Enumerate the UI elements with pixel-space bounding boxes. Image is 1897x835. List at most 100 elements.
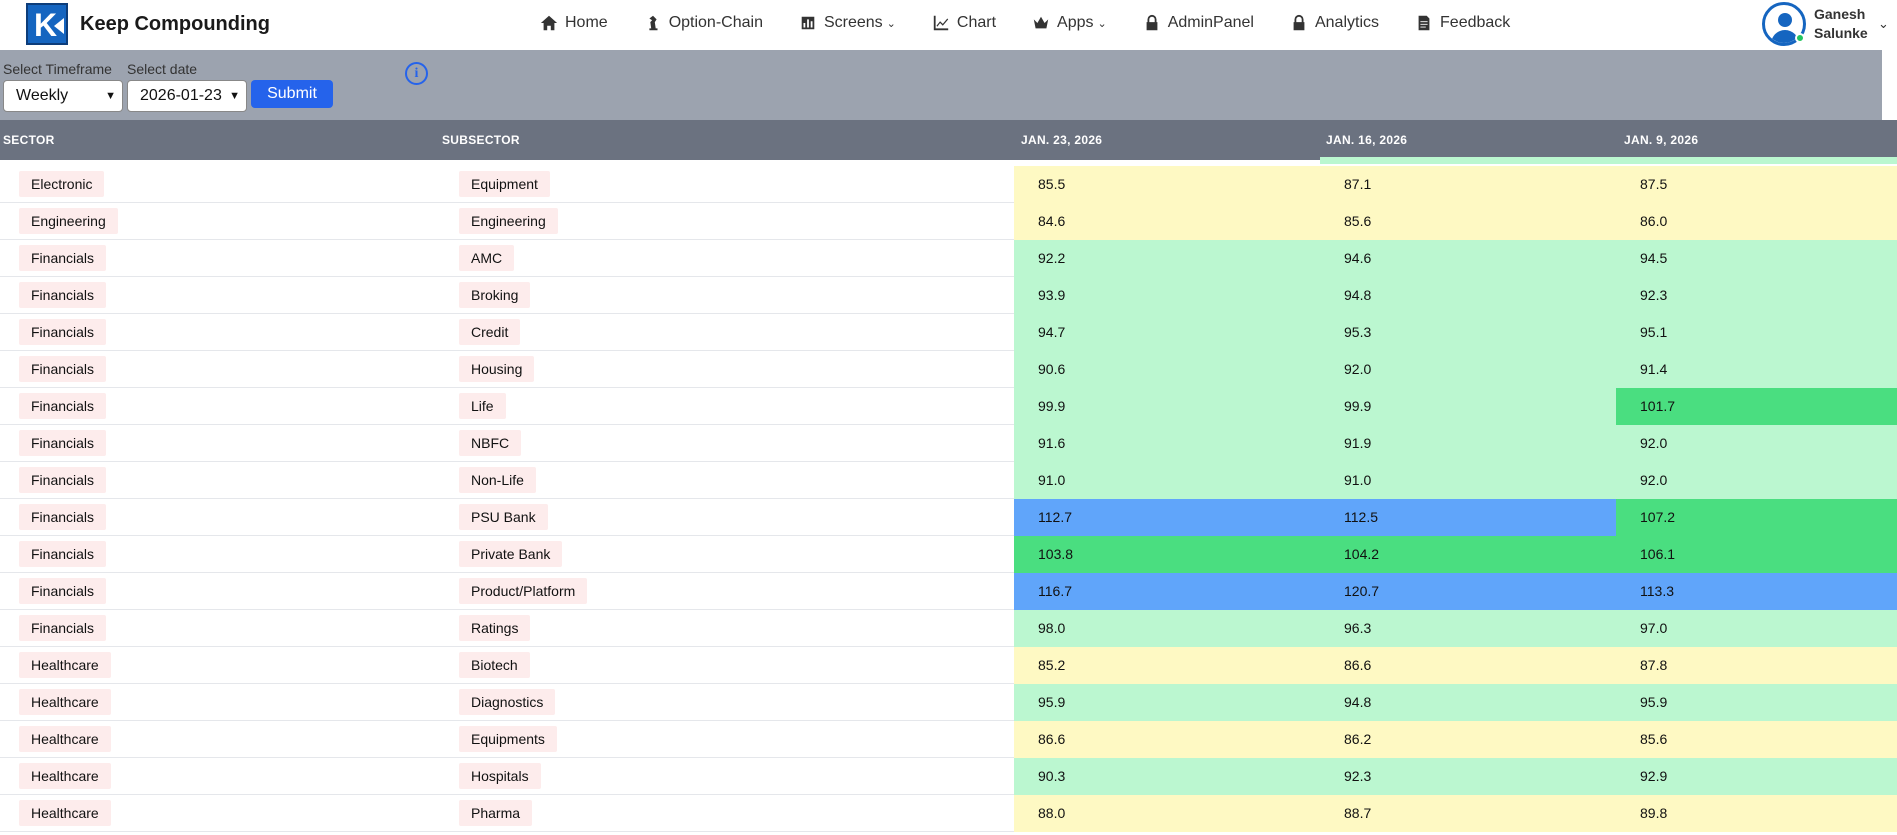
subsector-chip: Engineering bbox=[459, 208, 558, 234]
table-row: Financials Life 99.9 99.9 101.7 bbox=[0, 388, 1897, 425]
table-row: Financials Credit 94.7 95.3 95.1 bbox=[0, 314, 1897, 351]
value-cell: 113.3 bbox=[1616, 573, 1897, 610]
subsector-chip: Product/Platform bbox=[459, 578, 588, 604]
subsector-chip: Life bbox=[459, 393, 506, 419]
subsector-chip: Housing bbox=[459, 356, 535, 382]
header-date-2[interactable]: JAN. 16, 2026 bbox=[1326, 133, 1408, 147]
nav-chart-label: Chart bbox=[956, 14, 997, 31]
chart-bar-icon bbox=[801, 16, 815, 30]
table-row: Financials PSU Bank 112.7 112.5 107.2 bbox=[0, 499, 1897, 536]
table-body: Electronic Equipment 85.5 87.1 87.5 Engineeri… bbox=[0, 166, 1897, 832]
nav-home-label: Home bbox=[565, 14, 608, 31]
value-cell: 92.3 bbox=[1320, 758, 1616, 795]
value-cell: 94.7 bbox=[1014, 314, 1320, 351]
value-cell: 86.0 bbox=[1616, 203, 1897, 240]
table-row: Healthcare Pharma 88.0 88.7 89.8 bbox=[0, 795, 1897, 832]
value-cell: 95.9 bbox=[1014, 684, 1320, 721]
sector-chip: Healthcare bbox=[19, 763, 111, 789]
table-row: Financials NBFC 91.6 91.9 92.0 bbox=[0, 425, 1897, 462]
crown-icon bbox=[1033, 16, 1049, 29]
user-last-name: Salunke bbox=[1814, 25, 1868, 41]
value-cell: 92.0 bbox=[1320, 351, 1616, 388]
subsector-chip: Biotech bbox=[459, 652, 530, 678]
brand[interactable]: K Keep Compounding bbox=[26, 3, 270, 45]
value-cell: 106.1 bbox=[1616, 536, 1897, 573]
line-chart-icon bbox=[933, 15, 949, 31]
value-cell: 86.6 bbox=[1014, 721, 1320, 758]
table-row: Financials Product/Platform 116.7 120.7 113.… bbox=[0, 573, 1897, 610]
subsector-chip: Equipments bbox=[459, 726, 557, 752]
value-cell: 95.3 bbox=[1320, 314, 1616, 351]
header-subsector[interactable]: SUBSECTOR bbox=[442, 133, 520, 147]
nav-option-chain[interactable]: Option-Chain bbox=[644, 14, 763, 32]
header-date-1[interactable]: JAN. 23, 2026 bbox=[1021, 133, 1103, 147]
subsector-chip: Private Bank bbox=[459, 541, 563, 567]
table-row: Healthcare Biotech 85.2 86.6 87.8 bbox=[0, 647, 1897, 684]
subsector-chip: Ratings bbox=[459, 615, 531, 641]
subsector-chip: Credit bbox=[459, 319, 521, 345]
value-cell: 95.1 bbox=[1616, 314, 1897, 351]
info-icon[interactable]: i bbox=[405, 62, 428, 85]
nav-admin-panel-label: AdminPanel bbox=[1167, 14, 1254, 31]
value-cell: 86.2 bbox=[1320, 721, 1616, 758]
value-cell: 84.6 bbox=[1014, 203, 1320, 240]
value-cell: 85.2 bbox=[1014, 647, 1320, 684]
timeframe-select[interactable]: Weekly ▼ bbox=[3, 80, 123, 112]
value-cell: 91.0 bbox=[1014, 462, 1320, 499]
subsector-chip: Diagnostics bbox=[459, 689, 556, 715]
sector-chip: Financials bbox=[19, 504, 107, 530]
avatar bbox=[1762, 2, 1806, 46]
table-row: Financials Housing 90.6 92.0 91.4 bbox=[0, 351, 1897, 388]
brand-logo-icon: K bbox=[26, 3, 68, 45]
value-cell: 95.9 bbox=[1616, 684, 1897, 721]
subsector-chip: Pharma bbox=[459, 800, 533, 826]
table-row: Financials Ratings 98.0 96.3 97.0 bbox=[0, 610, 1897, 647]
value-cell: 91.0 bbox=[1320, 462, 1616, 499]
header-sector[interactable]: SECTOR bbox=[3, 133, 55, 147]
brand-name: Keep Compounding bbox=[80, 12, 270, 35]
value-cell: 94.6 bbox=[1320, 240, 1616, 277]
nav-feedback[interactable]: Feedback bbox=[1415, 14, 1510, 32]
value-cell: 85.5 bbox=[1014, 166, 1320, 203]
value-cell: 86.6 bbox=[1320, 647, 1616, 684]
submit-button[interactable]: Submit bbox=[251, 80, 333, 108]
value-cell: 104.2 bbox=[1320, 536, 1616, 573]
sector-chip: Engineering bbox=[19, 208, 118, 234]
online-status-dot bbox=[1795, 33, 1805, 43]
sector-chip: Healthcare bbox=[19, 800, 111, 826]
timeframe-value: Weekly bbox=[16, 87, 69, 104]
value-cell: 112.5 bbox=[1320, 499, 1616, 536]
nav-home[interactable]: Home bbox=[540, 14, 608, 32]
value-cell: 85.6 bbox=[1616, 721, 1897, 758]
value-cell: 92.0 bbox=[1616, 462, 1897, 499]
subsector-chip: Broking bbox=[459, 282, 531, 308]
sector-chip: Healthcare bbox=[19, 652, 111, 678]
table-header: SECTOR SUBSECTOR JAN. 23, 2026 JAN. 16, … bbox=[0, 120, 1897, 160]
value-cell: 87.1 bbox=[1320, 166, 1616, 203]
sector-chip: Financials bbox=[19, 319, 107, 345]
nav-feedback-label: Feedback bbox=[1440, 14, 1511, 31]
value-cell: 93.9 bbox=[1014, 277, 1320, 314]
date-value: 2026-01-23 bbox=[140, 87, 222, 104]
value-cell: 107.2 bbox=[1616, 499, 1897, 536]
sector-chip: Financials bbox=[19, 393, 107, 419]
chess-piece-icon bbox=[649, 15, 658, 31]
user-menu[interactable]: Ganesh Salunke ⌄ bbox=[1762, 2, 1889, 46]
value-cell: 101.7 bbox=[1616, 388, 1897, 425]
value-cell: 99.9 bbox=[1320, 388, 1616, 425]
nav-analytics[interactable]: Analytics bbox=[1290, 14, 1379, 32]
sector-chip: Electronic bbox=[19, 171, 105, 197]
value-cell: 90.6 bbox=[1014, 351, 1320, 388]
header-date-3[interactable]: JAN. 9, 2026 bbox=[1624, 133, 1699, 147]
subsector-chip: Equipment bbox=[459, 171, 550, 197]
value-cell: 92.2 bbox=[1014, 240, 1320, 277]
nav-apps[interactable]: Apps ⌄ bbox=[1032, 14, 1107, 32]
nav-chart[interactable]: Chart bbox=[932, 14, 996, 32]
date-select[interactable]: 2026-01-23 ▼ bbox=[127, 80, 247, 112]
subsector-chip: AMC bbox=[459, 245, 515, 271]
nav-admin-panel[interactable]: AdminPanel bbox=[1143, 14, 1254, 32]
nav-screens[interactable]: Screens ⌄ bbox=[799, 14, 896, 32]
sector-chip: Financials bbox=[19, 282, 107, 308]
chevron-down-icon: ▼ bbox=[105, 90, 116, 102]
chevron-down-icon: ⌄ bbox=[1097, 17, 1107, 30]
